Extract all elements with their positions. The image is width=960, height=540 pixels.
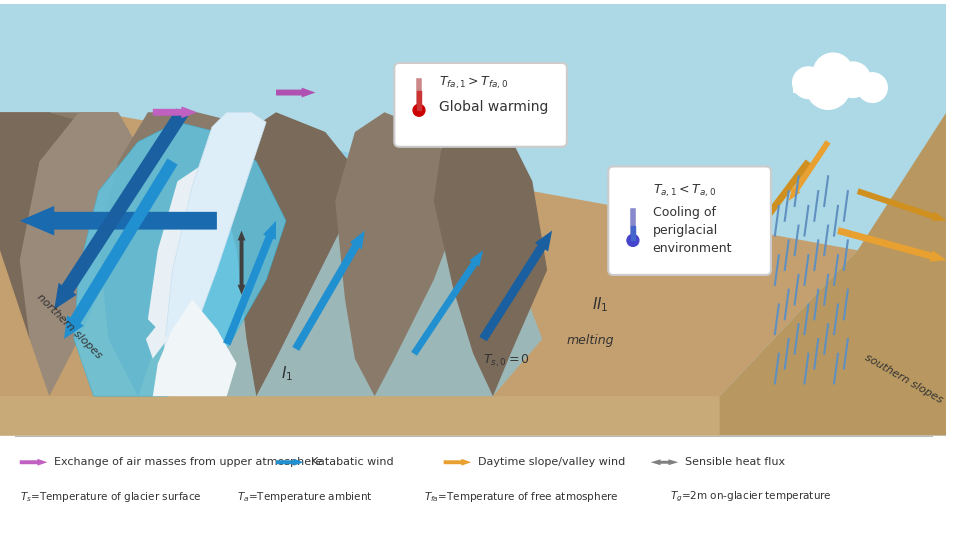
Text: Cooling of: Cooling of: [653, 206, 715, 219]
Polygon shape: [153, 106, 197, 118]
Polygon shape: [237, 231, 246, 295]
Polygon shape: [0, 4, 947, 436]
Polygon shape: [434, 112, 547, 396]
Polygon shape: [54, 109, 188, 309]
Circle shape: [813, 53, 852, 92]
Polygon shape: [20, 112, 157, 396]
Polygon shape: [162, 112, 266, 363]
Text: Daytime slope/valley wind: Daytime slope/valley wind: [478, 457, 625, 467]
Polygon shape: [276, 459, 303, 465]
Circle shape: [806, 66, 850, 109]
Polygon shape: [479, 231, 552, 341]
Polygon shape: [293, 231, 365, 351]
Polygon shape: [0, 396, 720, 436]
Polygon shape: [701, 181, 708, 231]
Text: $T_{a,1} < T_{a,0}$: $T_{a,1} < T_{a,0}$: [653, 183, 716, 199]
Polygon shape: [856, 188, 947, 221]
FancyBboxPatch shape: [609, 166, 771, 275]
Polygon shape: [217, 112, 365, 396]
Polygon shape: [335, 112, 464, 396]
Text: Sensible heat flux: Sensible heat flux: [685, 457, 785, 467]
Text: melting: melting: [566, 334, 614, 347]
Polygon shape: [444, 459, 471, 465]
Polygon shape: [153, 300, 236, 396]
Text: southern slopes: southern slopes: [863, 352, 944, 405]
Text: Global warming: Global warming: [439, 100, 548, 114]
Polygon shape: [276, 87, 316, 98]
Text: $T_{fa}$=Temperature of free atmosphere: $T_{fa}$=Temperature of free atmosphere: [424, 490, 618, 504]
Polygon shape: [720, 189, 772, 260]
Circle shape: [835, 62, 871, 98]
Polygon shape: [146, 324, 168, 359]
Polygon shape: [148, 161, 227, 339]
Circle shape: [627, 234, 638, 246]
Polygon shape: [99, 112, 276, 396]
Polygon shape: [720, 112, 947, 436]
Text: $T_a$=Temperature ambient: $T_a$=Temperature ambient: [236, 490, 372, 504]
Text: $T_{fa,1} > T_{fa,0}$: $T_{fa,1} > T_{fa,0}$: [439, 75, 508, 91]
Text: $T_{s,0} = 0$: $T_{s,0} = 0$: [483, 353, 530, 369]
Text: periglacial: periglacial: [653, 224, 718, 237]
Circle shape: [857, 73, 887, 103]
Polygon shape: [20, 206, 217, 235]
Text: $III_1$: $III_1$: [720, 256, 741, 275]
Text: Exchange of air masses from upper atmosphere: Exchange of air masses from upper atmosp…: [54, 457, 323, 467]
Polygon shape: [682, 181, 689, 231]
Text: $II_1$: $II_1$: [591, 295, 609, 314]
Text: Katabatic wind: Katabatic wind: [310, 457, 394, 467]
Text: $T_s$=Temperature of glacier surface: $T_s$=Temperature of glacier surface: [20, 490, 202, 504]
Polygon shape: [157, 142, 542, 396]
Polygon shape: [651, 460, 679, 465]
Circle shape: [793, 67, 825, 98]
Polygon shape: [837, 227, 947, 262]
Polygon shape: [0, 436, 947, 536]
Polygon shape: [0, 112, 148, 339]
Polygon shape: [64, 158, 178, 339]
Polygon shape: [20, 459, 47, 465]
Text: $T_g$=2m on-glacier temperature: $T_g$=2m on-glacier temperature: [670, 490, 832, 504]
Polygon shape: [749, 159, 811, 240]
Circle shape: [413, 104, 425, 116]
Polygon shape: [223, 221, 276, 346]
Polygon shape: [0, 112, 118, 250]
Polygon shape: [793, 87, 887, 92]
FancyBboxPatch shape: [395, 63, 566, 147]
Text: environment: environment: [653, 242, 732, 255]
Text: northern slopes: northern slopes: [35, 292, 103, 361]
Polygon shape: [789, 140, 830, 201]
Polygon shape: [74, 122, 286, 396]
Text: $I_1$: $I_1$: [281, 364, 293, 383]
Polygon shape: [411, 250, 483, 356]
Polygon shape: [0, 112, 857, 396]
